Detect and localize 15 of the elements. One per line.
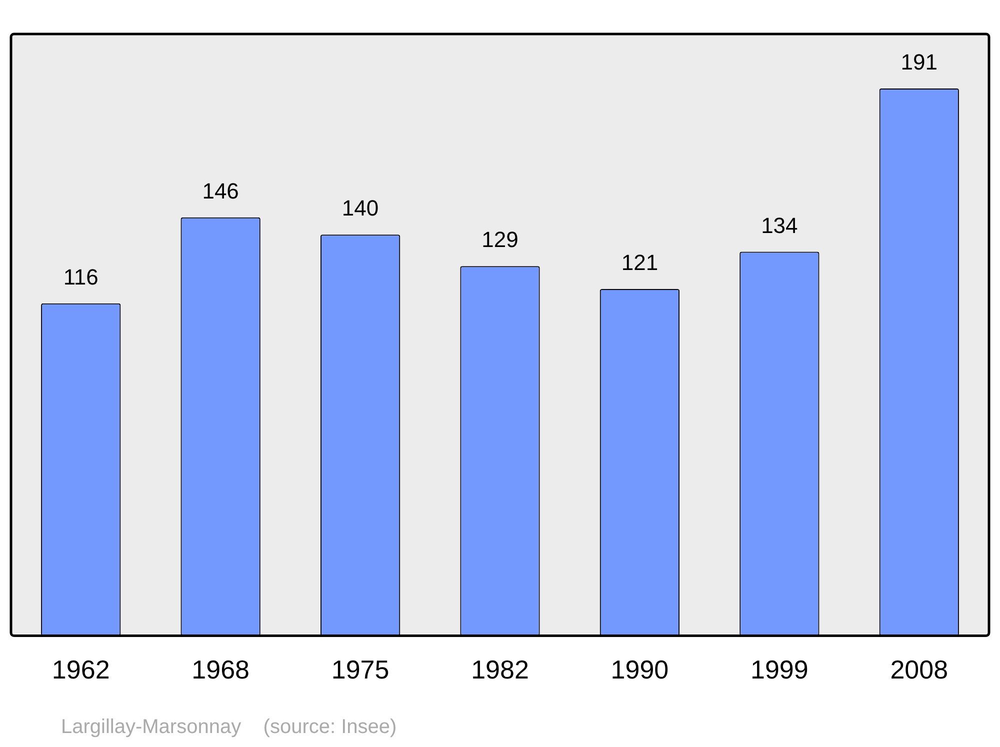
data-label: 134 (761, 212, 798, 238)
data-label: 191 (900, 50, 938, 75)
x-tick-label: 1962 (52, 654, 110, 685)
data-label: 116 (63, 264, 98, 290)
x-tick-label: 2008 (890, 654, 948, 685)
x-tick-label: 1968 (192, 654, 250, 685)
data-label: 146 (202, 178, 239, 204)
x-tick-label: 1975 (331, 654, 390, 685)
x-tick-label: 1999 (750, 654, 808, 685)
x-tick-label: 1990 (610, 654, 669, 685)
data-label: 129 (482, 227, 518, 252)
data-label: 121 (621, 250, 658, 276)
x-tick-label: 1982 (471, 654, 529, 685)
text: Largillay-Marsonnay (source: Insee) (61, 716, 397, 739)
data-label: 140 (342, 196, 379, 221)
